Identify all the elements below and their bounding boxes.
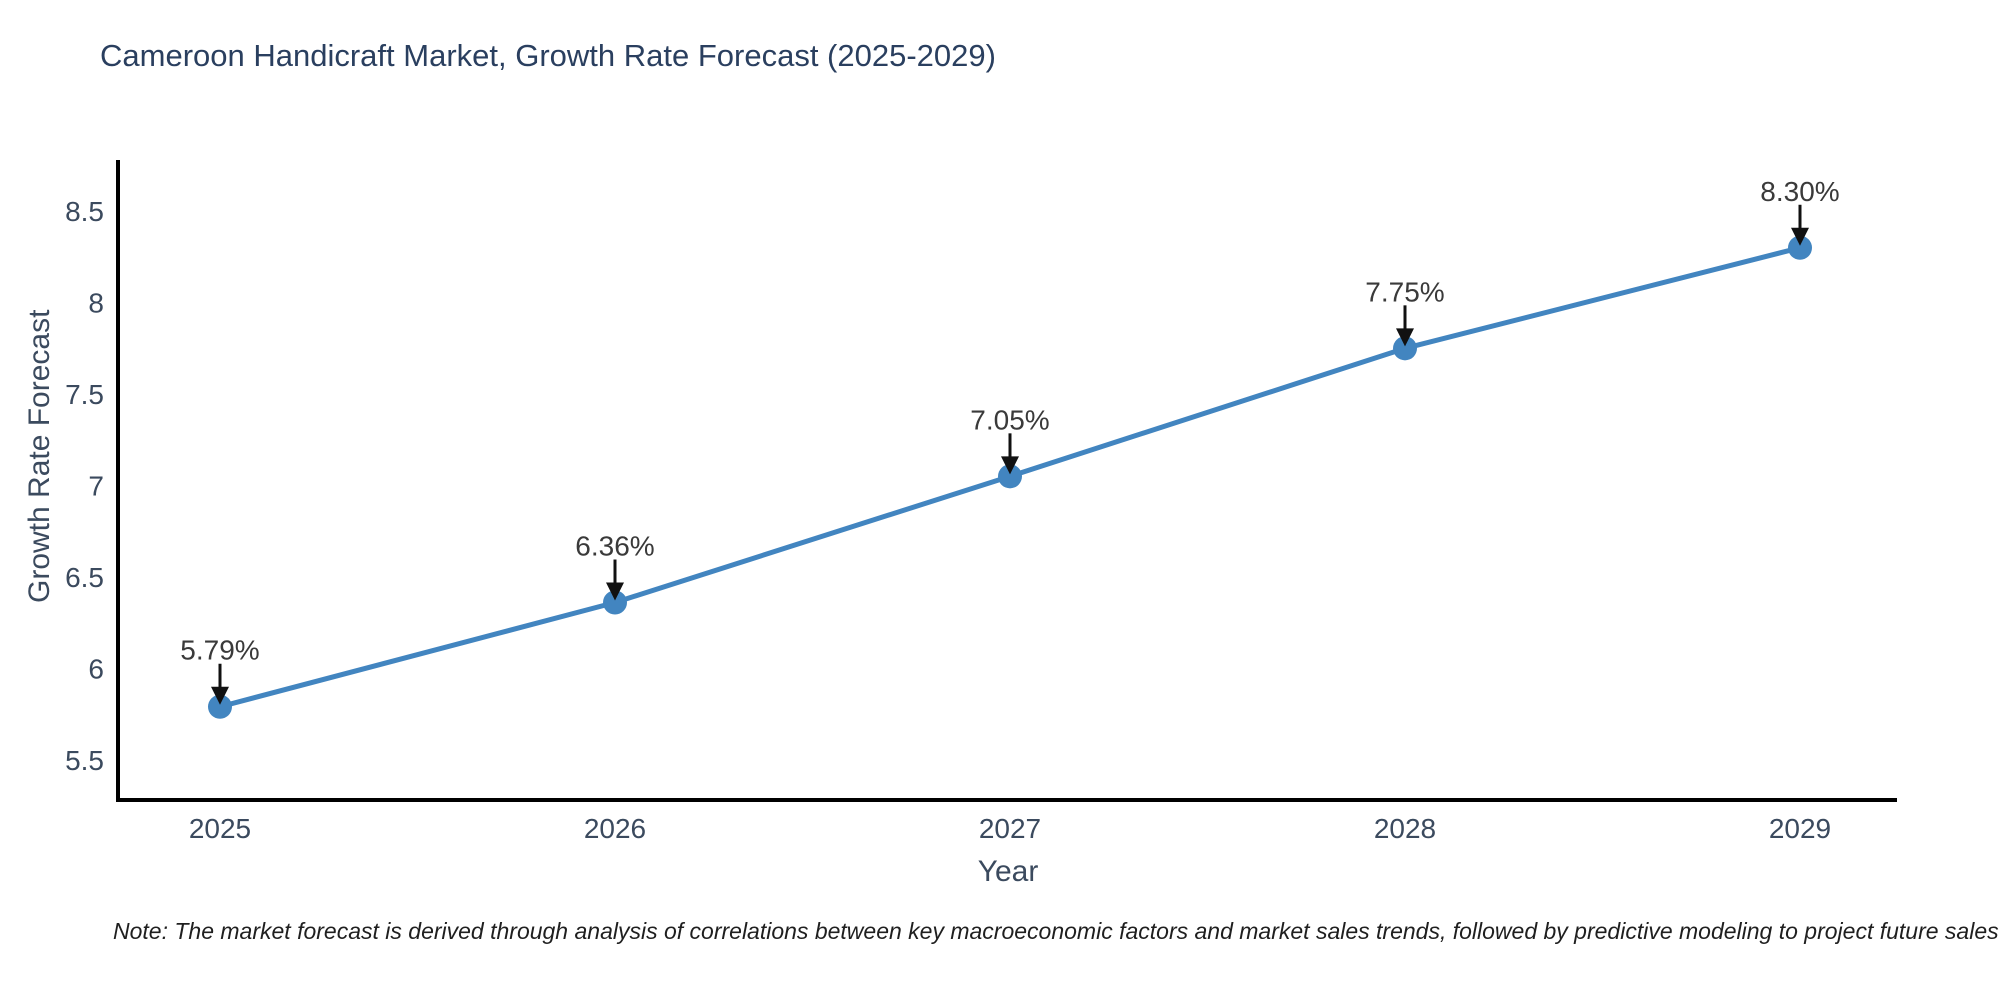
x-tick-label: 2026 xyxy=(584,813,646,844)
data-point-label: 6.36% xyxy=(575,531,654,562)
y-tick-label: 6.5 xyxy=(65,562,104,593)
y-tick-label: 7.5 xyxy=(65,379,104,410)
data-point-label: 7.05% xyxy=(970,404,1049,435)
y-tick-label: 7 xyxy=(88,470,104,501)
data-point-marker xyxy=(208,694,232,719)
y-tick-label: 8 xyxy=(88,288,104,319)
annotation-arrow-head xyxy=(211,686,229,705)
data-point-label: 8.30% xyxy=(1760,176,1839,207)
chart-footnote: Note: The market forecast is derived thr… xyxy=(113,918,1999,944)
y-tick-label: 5.5 xyxy=(65,745,104,776)
x-tick-label: 2028 xyxy=(1374,813,1436,844)
x-tick-label: 2029 xyxy=(1769,813,1831,844)
x-tick-label: 2027 xyxy=(979,813,1041,844)
annotation-arrow-head xyxy=(1396,328,1414,347)
data-point-marker xyxy=(603,590,627,615)
data-point-marker xyxy=(1393,336,1417,361)
annotation-arrow-head xyxy=(1001,456,1019,475)
y-tick-label: 8.5 xyxy=(65,196,104,227)
x-axis-title: Year xyxy=(977,855,1039,888)
x-tick-label: 2025 xyxy=(189,813,251,844)
annotation-arrow-head xyxy=(606,582,624,601)
data-point-label: 7.75% xyxy=(1365,276,1444,307)
data-point-marker xyxy=(998,464,1022,489)
data-point-marker xyxy=(1788,235,1812,260)
annotation-arrow-head xyxy=(1791,227,1809,246)
y-tick-label: 6 xyxy=(88,653,104,684)
chart-title: Cameroon Handicraft Market, Growth Rate … xyxy=(100,38,996,73)
data-point-label: 5.79% xyxy=(180,635,259,666)
